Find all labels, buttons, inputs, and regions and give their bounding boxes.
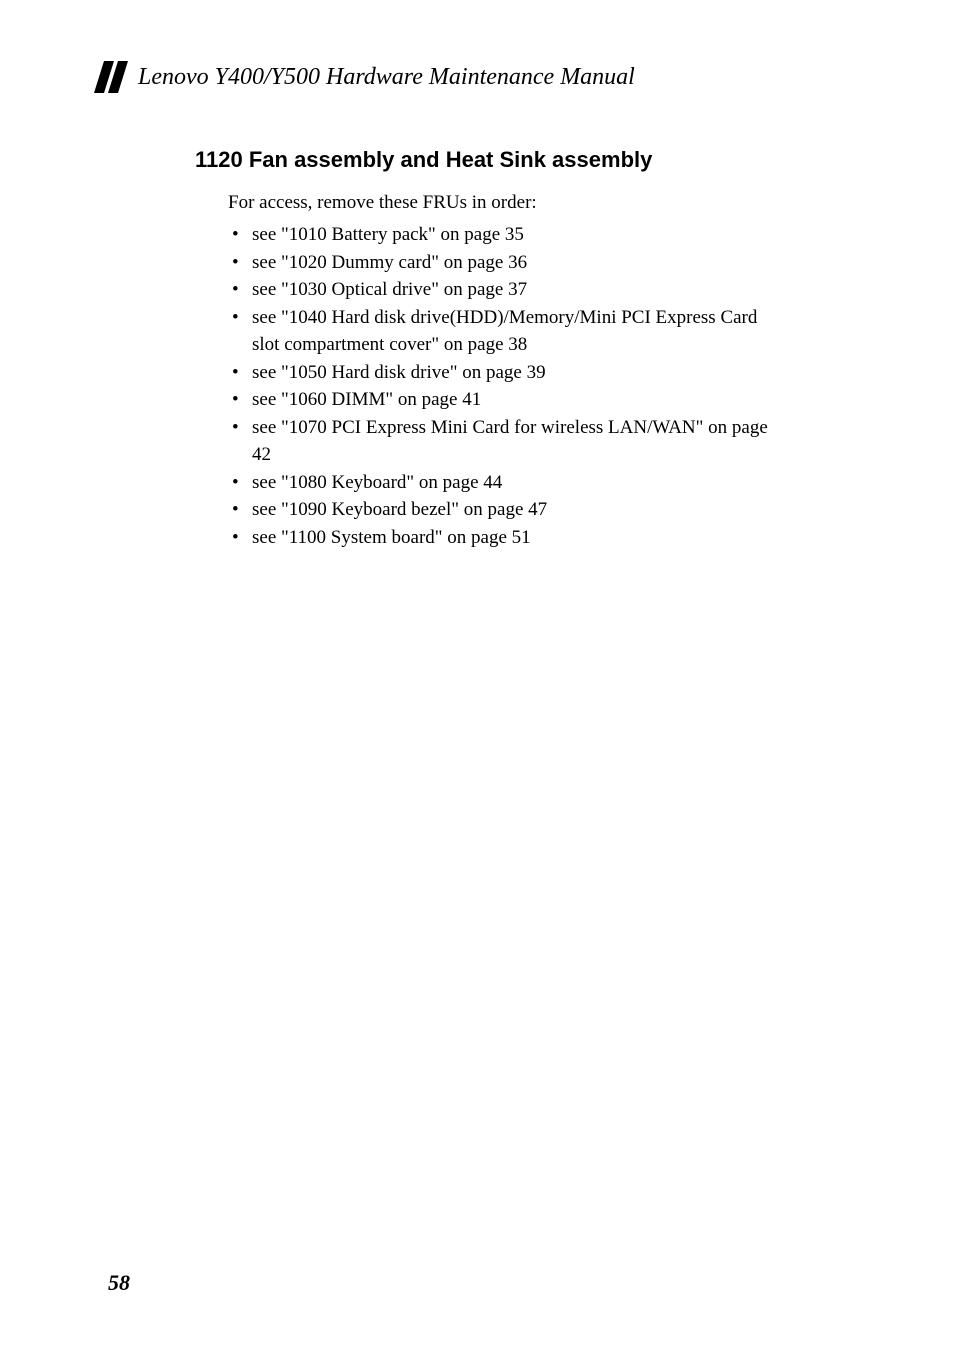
list-item: see "1070 PCI Express Mini Card for wire… [228, 414, 788, 469]
section-heading: 1120 Fan assembly and Heat Sink assembly [195, 147, 652, 173]
list-item: see "1080 Keyboard" on page 44 [228, 469, 788, 497]
list-item-text: see "1080 Keyboard" on page 44 [252, 472, 502, 493]
list-item: see "1020 Dummy card" on page 36 [228, 249, 788, 277]
list-item: see "1010 Battery pack" on page 35 [228, 221, 788, 249]
list-item-text: see "1090 Keyboard bezel" on page 47 [252, 499, 547, 520]
list-item: see "1100 System board" on page 51 [228, 524, 788, 552]
list-item-text: see "1100 System board" on page 51 [252, 527, 531, 548]
list-item: see "1030 Optical drive" on page 37 [228, 276, 788, 304]
list-item: see "1060 DIMM" on page 41 [228, 386, 788, 414]
list-item-text: see "1040 Hard disk drive(HDD)/Memory/Mi… [252, 307, 757, 356]
list-item-text: see "1020 Dummy card" on page 36 [252, 252, 527, 273]
list-item-text: see "1010 Battery pack" on page 35 [252, 224, 524, 245]
page-header: Lenovo Y400/Y500 Hardware Maintenance Ma… [86, 61, 635, 93]
list-item-text: see "1070 PCI Express Mini Card for wire… [252, 417, 768, 466]
list-item: see "1090 Keyboard bezel" on page 47 [228, 496, 788, 524]
list-item: see "1050 Hard disk drive" on page 39 [228, 359, 788, 387]
manual-title: Lenovo Y400/Y500 Hardware Maintenance Ma… [138, 64, 635, 91]
list-item-text: see "1030 Optical drive" on page 37 [252, 279, 527, 300]
diagonal-bars-icon [86, 61, 132, 93]
list-item-text: see "1060 DIMM" on page 41 [252, 389, 481, 410]
intro-text: For access, remove these FRUs in order: [228, 192, 537, 214]
page-number: 58 [108, 1270, 130, 1296]
document-page: Lenovo Y400/Y500 Hardware Maintenance Ma… [0, 0, 954, 1352]
fru-steps-list: see "1010 Battery pack" on page 35 see "… [228, 221, 788, 551]
list-item: see "1040 Hard disk drive(HDD)/Memory/Mi… [228, 304, 788, 359]
list-item-text: see "1050 Hard disk drive" on page 39 [252, 362, 546, 383]
